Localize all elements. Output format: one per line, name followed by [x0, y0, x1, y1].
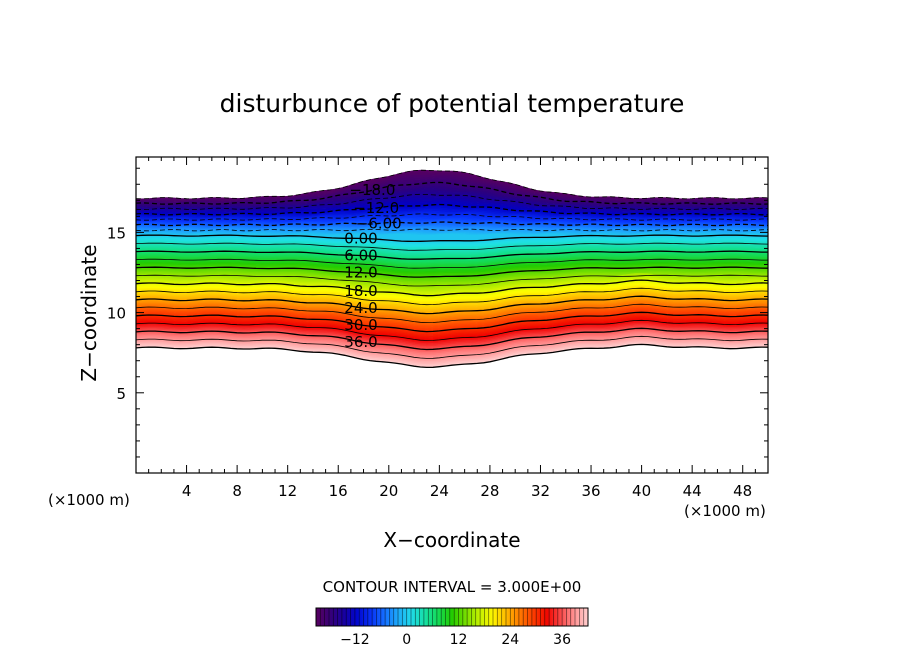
colorbar-tick-label: 24 [501, 632, 519, 648]
contour-label: −12.0 [353, 199, 399, 217]
contour-line [136, 258, 768, 269]
contour-line [136, 319, 768, 341]
x-axis-label: X−coordinate [383, 528, 520, 552]
x-tick-labels: 4 8 12 16 20 24 28 32 36 40 44 48 [182, 482, 752, 500]
contour-line [136, 279, 768, 297]
colorbar-tick-label: −12 [340, 632, 370, 648]
contour-label: 18.0 [344, 282, 377, 300]
y-tick-label: 15 [107, 224, 126, 242]
colorbar: −12 0 12 24 36 [315, 607, 589, 648]
contour-line [136, 193, 768, 210]
x-tick-label: 32 [531, 482, 550, 500]
contour-label: 6.00 [344, 247, 377, 265]
colorbar-tick-label: 12 [450, 632, 468, 648]
x-unit-right: (×1000 m) [684, 502, 766, 520]
x-tick-label: 4 [182, 482, 192, 500]
contour-label: 24.0 [344, 299, 377, 317]
x-tick-label: 40 [632, 482, 651, 500]
x-tick-label: 48 [733, 482, 752, 500]
contour-labels: −18.0−12.0−6.000.006.0012.018.024.030.03… [344, 181, 401, 351]
contour-label: −18.0 [349, 181, 395, 199]
contour-label: −6.00 [356, 215, 402, 233]
contour-line [136, 203, 768, 216]
y-axis-label: Z−coordinate [77, 244, 101, 381]
contour-line [136, 343, 768, 369]
x-tick-label: 16 [329, 482, 348, 500]
contour-lines [136, 169, 768, 369]
contour-line [136, 274, 768, 287]
colorbar-tick-label: 0 [402, 632, 411, 648]
axis-ticks [136, 157, 768, 473]
contour-line [136, 250, 768, 260]
x-tick-label: 36 [581, 482, 600, 500]
x-tick-label: 28 [480, 482, 499, 500]
colorbar-gradient [315, 607, 589, 627]
y-tick-label: 5 [116, 385, 126, 403]
colorbar-tick-label: 36 [553, 632, 571, 648]
contour-line [136, 266, 768, 278]
temperature-field [136, 169, 768, 368]
contour-line [136, 169, 768, 200]
x-tick-label: 8 [232, 482, 242, 500]
x-tick-label: 12 [278, 482, 297, 500]
contour-line [136, 221, 768, 227]
contour-line [136, 311, 768, 333]
contour-label: 30.0 [344, 316, 377, 334]
contour-line [136, 181, 768, 205]
x-tick-label: 24 [430, 482, 449, 500]
contour-line [136, 287, 768, 306]
x-unit-left: (×1000 m) [48, 491, 130, 509]
chart-title: disturbunce of potential temperature [220, 89, 685, 118]
contour-label: 12.0 [344, 264, 377, 282]
contour-line [136, 303, 768, 324]
contour-line [136, 242, 768, 251]
contour-line [136, 327, 768, 351]
y-tick-labels: 5 10 15 [107, 224, 126, 402]
contour-line [136, 295, 768, 315]
contour-line [136, 234, 768, 243]
contour-line [136, 228, 768, 232]
contour-interval-text: CONTOUR INTERVAL = 3.000E+00 [323, 578, 582, 596]
y-tick-label: 10 [107, 305, 126, 323]
x-tick-label: 44 [683, 482, 702, 500]
contour-label: 0.00 [344, 229, 377, 247]
contour-label: 36.0 [344, 333, 377, 351]
contour-line [136, 335, 768, 359]
x-tick-label: 20 [379, 482, 398, 500]
contour-line [136, 213, 768, 221]
